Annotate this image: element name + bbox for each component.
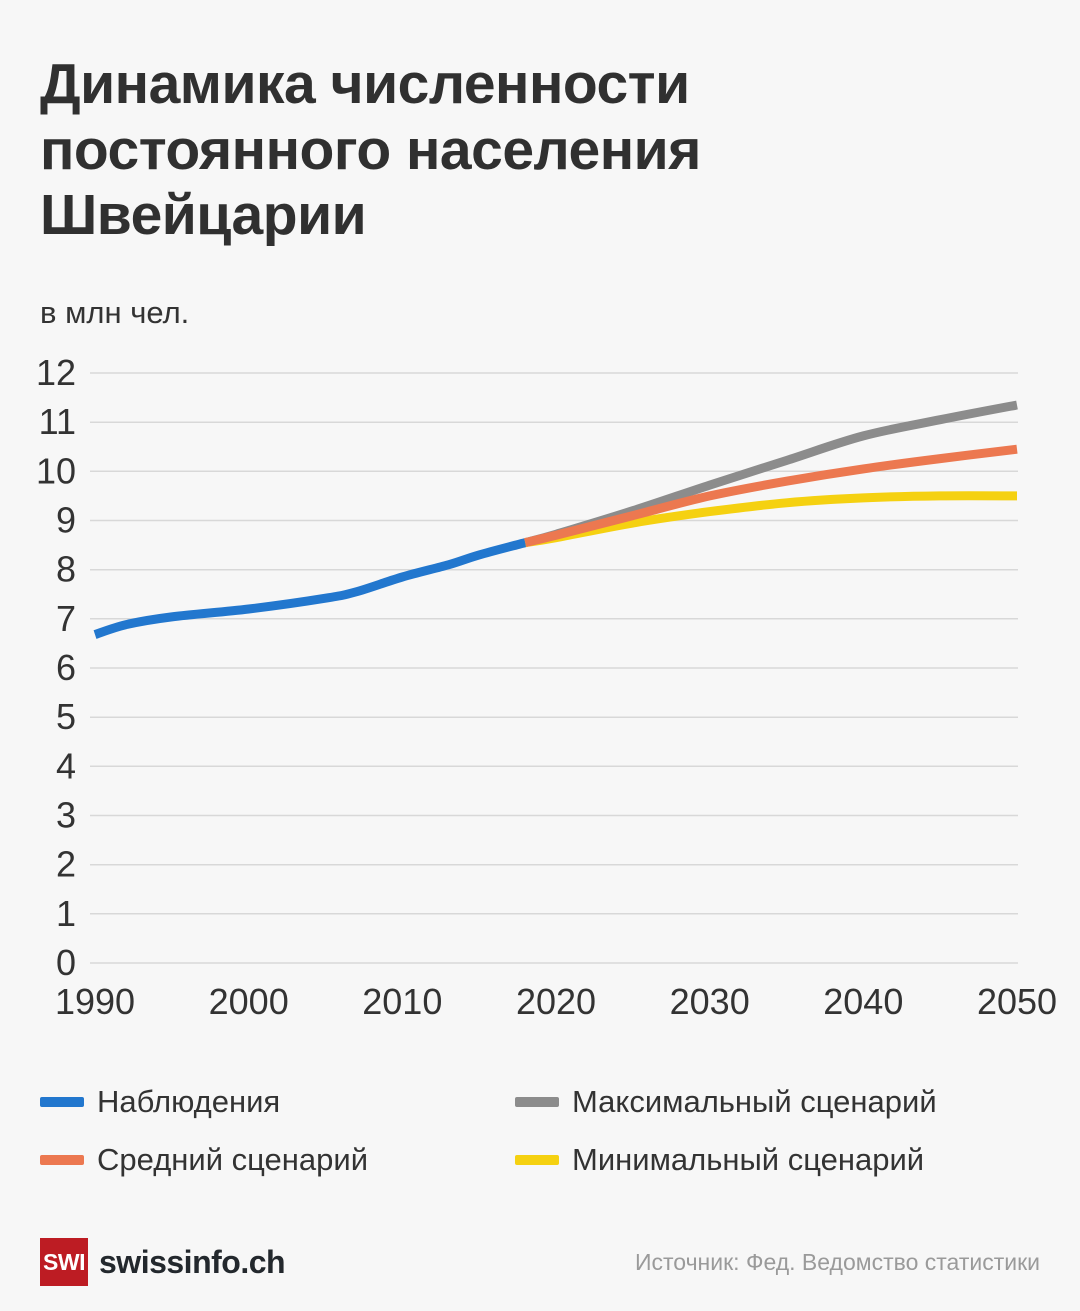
swissinfo-logo: SWI [40,1238,88,1286]
legend-swatch-middle-scenario [40,1154,84,1165]
brand-block: SWI swissinfo.ch [40,1238,286,1286]
series-line-3 [524,444,1018,547]
y-tick-label-9: 9 [56,499,76,540]
y-tick-label-1: 1 [56,892,76,933]
brand-name: swissinfo.ch [99,1243,286,1280]
y-tick-label-10: 10 [36,450,76,491]
page-title: Динамика численности постоянного населен… [40,52,701,248]
footer: SWI swissinfo.ch Источник: Фед. Ведомств… [40,1238,1040,1286]
chart-legend: Наблюдения Средний сценарий Максимальный… [40,1084,1040,1178]
legend-swatch-maximum-scenario [515,1096,559,1107]
x-tick-label-2050: 2050 [977,981,1057,1022]
x-tick-label-2030: 2030 [670,981,750,1022]
legend-swatch-minimum-scenario [515,1154,559,1165]
y-tick-label-5: 5 [56,696,76,737]
x-tick-label-2020: 2020 [516,981,596,1022]
legend-label: Наблюдения [97,1083,281,1119]
legend-item-maximum-scenario: Максимальный сценарий [515,1084,1040,1120]
y-tick-label-8: 8 [56,548,76,589]
legend-item-minimum-scenario: Минимальный сценарий [515,1142,1040,1178]
source-attribution: Источник: Фед. Ведомство статистики [634,1248,1040,1275]
y-tick-label-7: 7 [56,597,76,638]
x-tick-label-2000: 2000 [209,981,289,1022]
y-tick-label-3: 3 [56,794,76,835]
x-tick-label-1990: 1990 [55,981,135,1022]
y-tick-label-2: 2 [56,843,76,884]
series-line-0 [93,537,527,639]
legend-swatch-observations [40,1096,84,1107]
chart-unit-label: в млн чел. [40,294,190,330]
y-tick-label-6: 6 [56,647,76,688]
legend-item-observations: Наблюдения [40,1084,515,1120]
legend-label: Максимальный сценарий [572,1083,937,1119]
x-tick-label-2010: 2010 [362,981,442,1022]
legend-label: Минимальный сценарий [572,1141,925,1177]
legend-label: Средний сценарий [97,1141,369,1177]
y-tick-label-4: 4 [56,745,76,786]
x-tick-label-2040: 2040 [823,981,903,1022]
legend-item-middle-scenario: Средний сценарий [40,1142,515,1178]
y-tick-label-12: 12 [36,352,76,393]
y-tick-label-0: 0 [56,942,76,983]
y-tick-label-11: 11 [39,401,76,442]
